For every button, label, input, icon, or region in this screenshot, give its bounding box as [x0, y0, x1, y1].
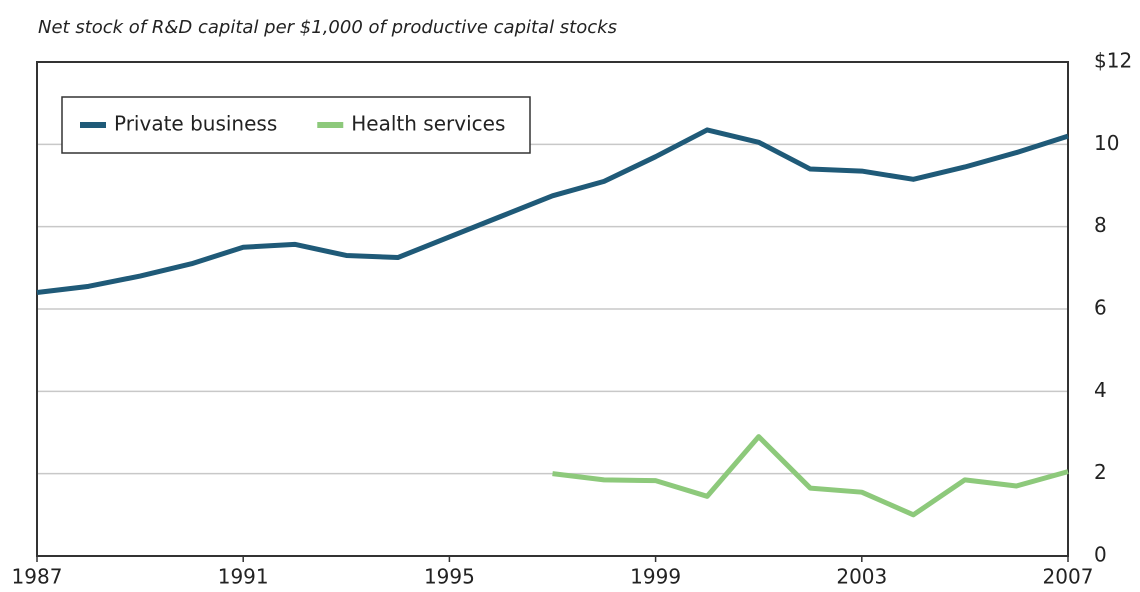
x-tick-label: 2003 [836, 565, 887, 589]
y-tick-label: 8 [1094, 213, 1107, 237]
y-tick-label: 10 [1094, 131, 1119, 155]
legend-box [61, 96, 531, 154]
y-tick-label: 6 [1094, 296, 1107, 320]
legend-label: Health services [351, 112, 505, 136]
plot-frame [36, 61, 1069, 557]
y-tick-label: $12 [1094, 49, 1132, 73]
legend: Private business Health services [61, 96, 531, 154]
chart-title: Net stock of R&D capital per $1,000 of p… [38, 17, 617, 38]
y-tick-label: 4 [1094, 378, 1107, 402]
x-tick-label: 1995 [424, 565, 475, 589]
y-tick-label: 2 [1094, 460, 1107, 484]
data-line [36, 127, 1069, 296]
x-tick-label: 2007 [1043, 565, 1094, 589]
y-tick-label: 0 [1094, 543, 1107, 567]
legend-label: Private business [114, 112, 277, 136]
x-tick-label: 1991 [218, 565, 269, 589]
x-tick-label: 1987 [12, 565, 63, 589]
data-line [552, 434, 1069, 518]
x-tick-label: 1999 [630, 565, 681, 589]
